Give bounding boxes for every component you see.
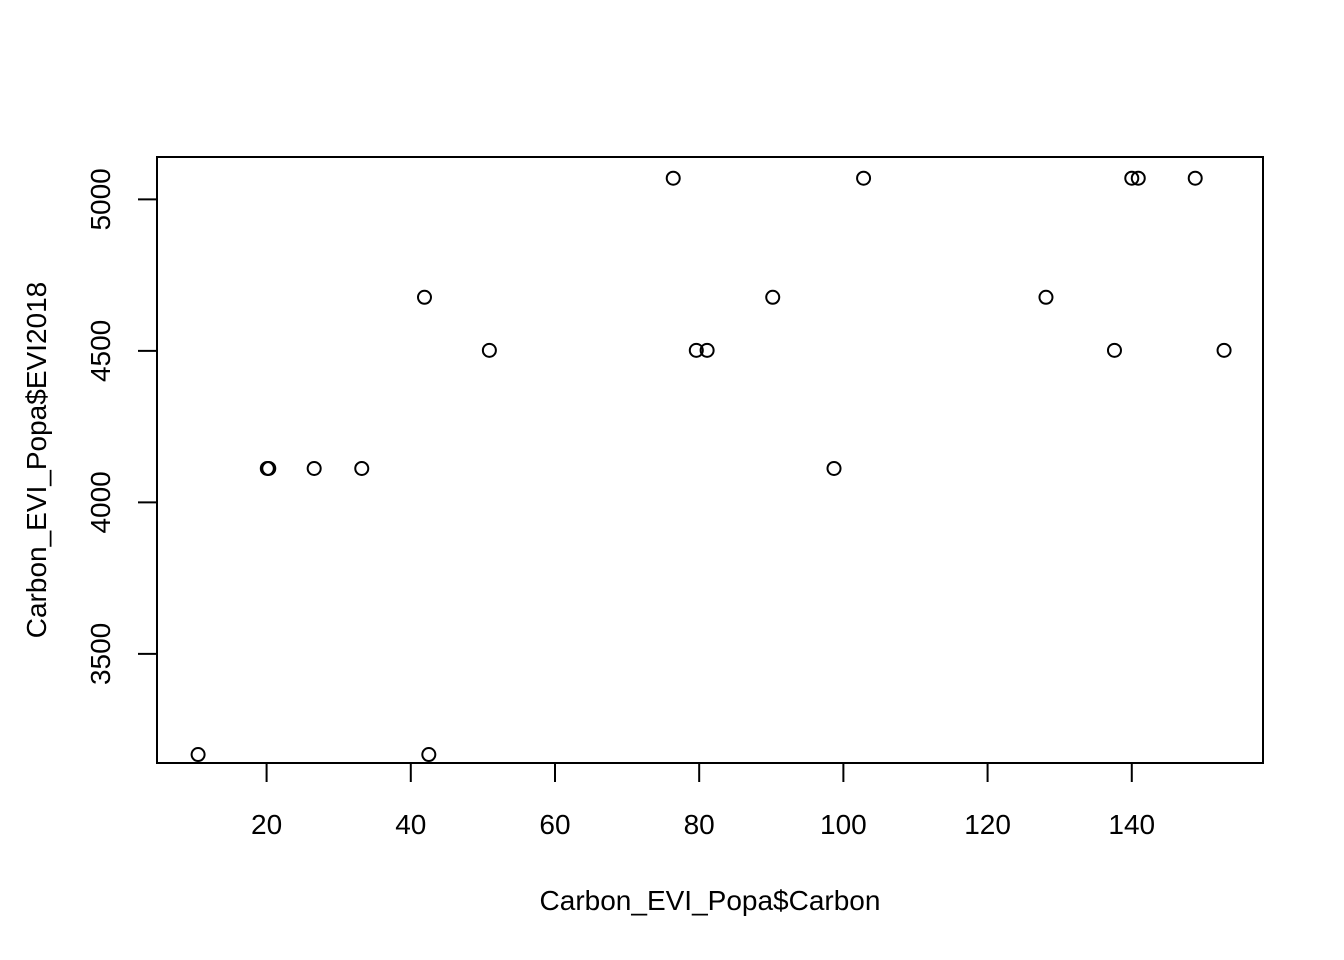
data-point	[1187, 170, 1203, 186]
data-point	[826, 460, 842, 476]
data-point	[1124, 170, 1140, 186]
x-tick-label: 120	[964, 809, 1011, 840]
data-point	[699, 342, 715, 358]
data-point	[1038, 289, 1054, 305]
x-axis-label: Carbon_EVI_Popa$Carbon	[540, 885, 881, 916]
x-tick-label: 20	[251, 809, 282, 840]
data-point	[354, 460, 370, 476]
data-point	[481, 342, 497, 358]
y-tick-label: 3500	[85, 623, 116, 685]
data-point	[856, 170, 872, 186]
data-point	[1130, 170, 1146, 186]
data-point	[306, 460, 322, 476]
data-point	[190, 747, 206, 763]
data-point	[416, 289, 432, 305]
y-axis: 3500 4000 4500 5000	[85, 168, 158, 685]
x-tick-label: 100	[820, 809, 867, 840]
y-tick-label: 5000	[85, 168, 116, 230]
y-axis-label: Carbon_EVI_Popa$EVI2018	[21, 282, 52, 639]
x-tick-label: 60	[539, 809, 570, 840]
x-axis: 20 40 60 80 100 120 140	[251, 762, 1155, 840]
data-point	[261, 460, 277, 476]
x-tick-label: 40	[395, 809, 426, 840]
y-tick-label: 4500	[85, 320, 116, 382]
x-tick-label: 80	[684, 809, 715, 840]
data-point	[1216, 342, 1232, 358]
data-points	[190, 170, 1232, 763]
data-point	[1106, 342, 1122, 358]
data-point	[421, 747, 437, 763]
y-tick-label: 4000	[85, 471, 116, 533]
data-point	[688, 342, 704, 358]
x-tick-label: 140	[1108, 809, 1155, 840]
data-point	[765, 289, 781, 305]
data-point	[665, 170, 681, 186]
plot-frame	[156, 156, 1264, 764]
